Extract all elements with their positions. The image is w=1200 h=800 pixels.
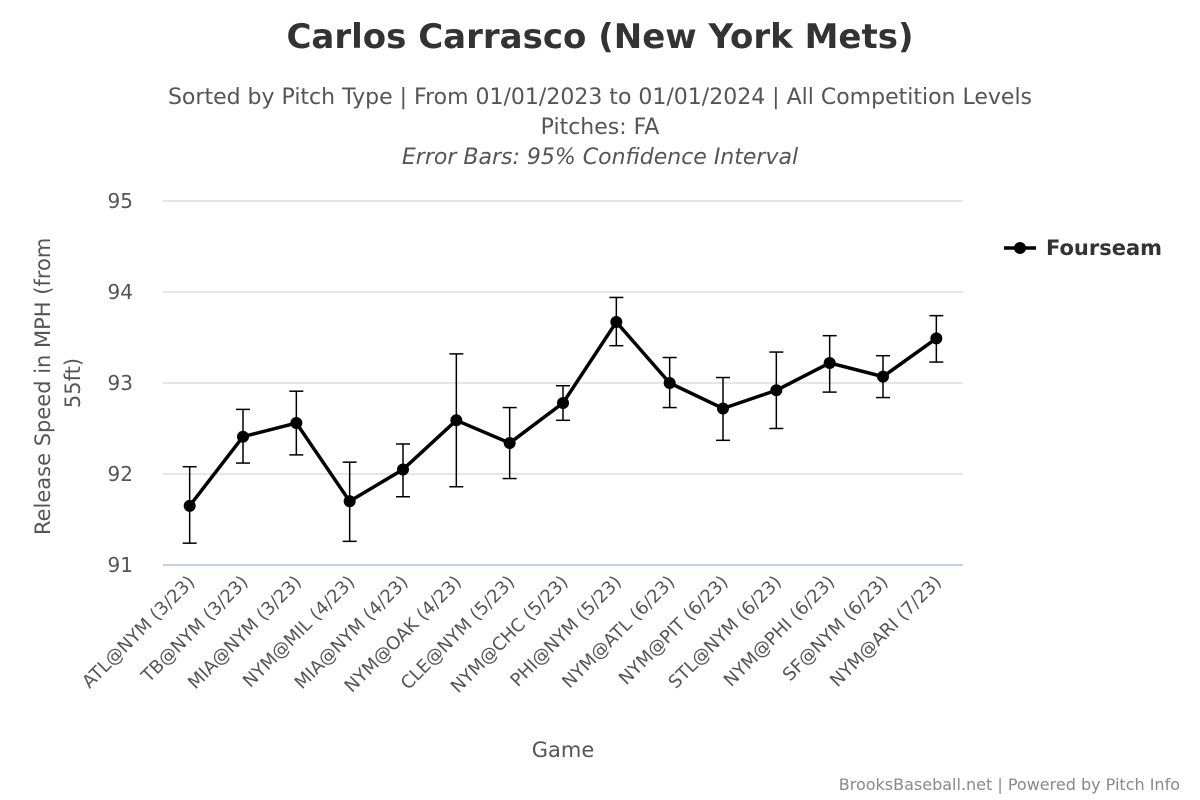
data-point[interactable] xyxy=(503,437,516,450)
y-axis-title-line-1: Release Speed in MPH (from xyxy=(31,238,55,535)
data-point[interactable] xyxy=(877,370,889,383)
data-point[interactable] xyxy=(343,495,356,508)
data-point[interactable] xyxy=(397,463,409,476)
data-point[interactable] xyxy=(770,384,783,397)
data-point[interactable] xyxy=(717,402,729,415)
y-tick-label: 92 xyxy=(108,462,133,486)
y-axis-title: Release Speed in MPH (from 55ft) xyxy=(31,231,85,535)
chart-title: Carlos Carrasco (New York Mets) xyxy=(286,17,913,57)
chart-subtitle-line-2: Pitches: FA xyxy=(541,115,660,140)
y-axis-title-line-2: 55ft) xyxy=(61,358,85,408)
data-point[interactable] xyxy=(557,397,569,410)
data-point[interactable] xyxy=(663,377,676,389)
data-point[interactable] xyxy=(290,417,303,430)
credits[interactable]: BrooksBaseball.net | Powered by Pitch In… xyxy=(839,775,1180,794)
data-point[interactable] xyxy=(930,332,943,345)
y-tick-label: 91 xyxy=(108,553,133,577)
data-point[interactable] xyxy=(610,316,623,329)
data-point[interactable] xyxy=(183,499,196,512)
grid-lines xyxy=(163,200,963,566)
chart-subtitle-line-1: Sorted by Pitch Type | From 01/01/2023 t… xyxy=(168,85,1032,110)
y-tick-label: 95 xyxy=(108,189,133,213)
series-points xyxy=(183,316,943,512)
data-point[interactable] xyxy=(823,356,836,369)
x-axis-title: Game xyxy=(532,738,595,762)
data-point[interactable] xyxy=(237,430,249,443)
y-axis-ticks: 91 92 93 94 95 xyxy=(108,189,133,577)
legend-label-fourseam: Fourseam xyxy=(1046,236,1162,260)
y-tick-label: 93 xyxy=(108,371,133,395)
legend-marker-icon xyxy=(1014,242,1026,254)
chart-subtitle-italic: Error Bars: 95% Confidence Interval xyxy=(402,145,798,170)
data-point[interactable] xyxy=(450,414,463,427)
y-tick-label: 94 xyxy=(108,280,133,304)
legend[interactable]: Fourseam xyxy=(1004,236,1162,260)
x-axis-ticks: ATL@NYM (3/23)TB@NYM (3/23)MIA@NYM (3/23… xyxy=(78,572,946,698)
